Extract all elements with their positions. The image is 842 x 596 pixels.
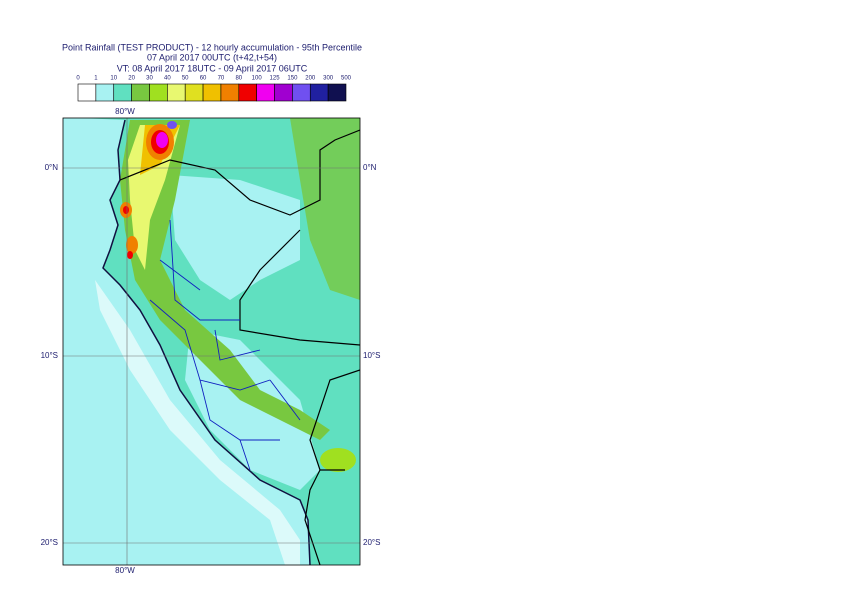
- legend-label: 200: [305, 76, 316, 82]
- legend-swatch: [327, 83, 347, 102]
- graticule: [63, 118, 360, 565]
- lat-label: 0°N: [363, 163, 377, 172]
- legend-label: 50: [182, 76, 189, 82]
- lat-label: 0°N: [45, 163, 59, 172]
- legend-swatch: [95, 83, 115, 102]
- legend-swatch: [131, 83, 150, 102]
- legend-swatch: [202, 83, 222, 102]
- legend-label: 70: [218, 76, 225, 82]
- valid-time: VT: 08 April 2017 18UTC - 09 April 2017 …: [117, 63, 308, 73]
- legend-swatch: [274, 83, 293, 102]
- map: [63, 118, 360, 565]
- legend-label: 10: [110, 76, 117, 82]
- title: Point Rainfall (TEST PRODUCT) - 12 hourl…: [62, 42, 362, 52]
- legend-label: 20: [128, 76, 135, 82]
- legend-swatch: [77, 83, 97, 102]
- legend-label: 100: [252, 76, 263, 82]
- legend-swatch: [113, 83, 132, 102]
- legend-label: 0: [76, 76, 80, 82]
- legend-swatch: [167, 83, 186, 102]
- legend-label: 125: [270, 76, 281, 82]
- legend-label: 150: [287, 76, 298, 82]
- legend: 0 1 10 20 30 40 50 60 70 80 100 125 150 200 300 500: [76, 76, 352, 102]
- legend-swatch: [309, 83, 329, 102]
- legend-swatch: [256, 83, 275, 102]
- lat-label: 20°S: [363, 538, 380, 547]
- legend-swatch: [292, 83, 311, 102]
- lat-label: 20°S: [41, 538, 58, 547]
- legend-swatch: [238, 83, 257, 102]
- legend-label: 300: [323, 76, 334, 82]
- legend-label: 80: [235, 76, 242, 82]
- lat-label: 10°S: [363, 351, 380, 360]
- legend-label: 40: [164, 76, 171, 82]
- legend-label: 60: [200, 76, 207, 82]
- legend-label: 30: [146, 76, 153, 82]
- map-frame: [62, 117, 361, 566]
- legend-swatch: [149, 83, 168, 102]
- legend-label: 500: [341, 76, 352, 82]
- legend-label: 1: [94, 76, 98, 82]
- subtitle: 07 April 2017 00UTC (t+42,t+54): [147, 52, 277, 62]
- lon-label: 80°W: [115, 566, 135, 575]
- lon-label: 80°W: [115, 107, 135, 116]
- legend-swatch: [184, 83, 204, 102]
- legend-swatch: [220, 83, 240, 102]
- lat-label: 10°S: [41, 351, 58, 360]
